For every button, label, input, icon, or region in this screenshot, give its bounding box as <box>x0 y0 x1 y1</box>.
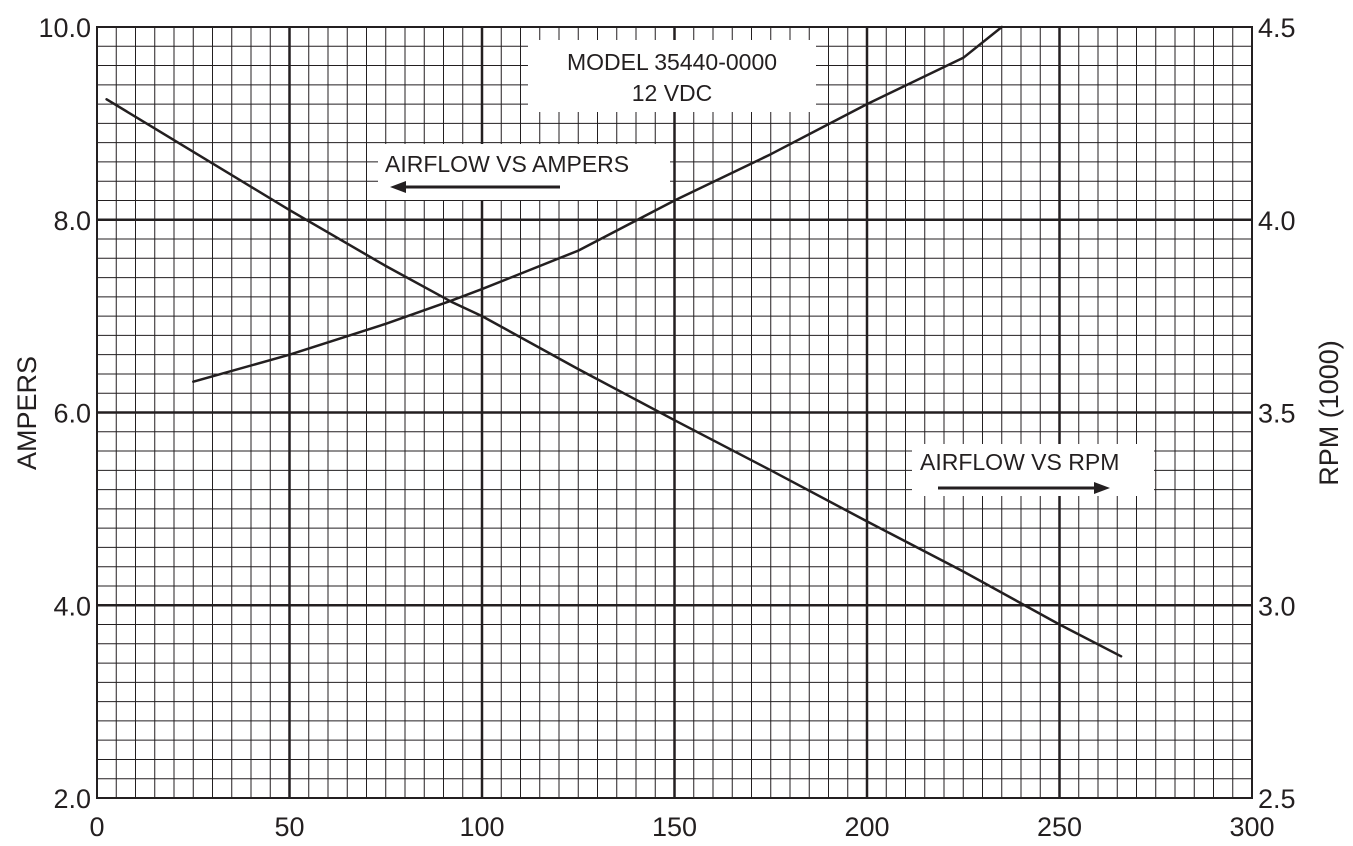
chart-title: MODEL 35440-0000 <box>567 49 777 75</box>
plot-frame <box>96 26 1253 799</box>
x-tick-label: 100 <box>459 812 504 842</box>
y-left-tick-label: 6.0 <box>53 399 91 429</box>
y-right-axis-title: RPM (1000) <box>1314 340 1344 486</box>
y-left-tick-label: 8.0 <box>53 206 91 236</box>
series-layer <box>105 25 1123 658</box>
x-tick-label: 0 <box>89 812 104 842</box>
y-right-tick-label: 3.0 <box>1258 591 1296 621</box>
series-line-ampers <box>105 98 1123 658</box>
x-tick-label: 50 <box>274 812 304 842</box>
title-background <box>528 40 816 112</box>
x-tick-labels: 0 50 100 150 200 250 300 <box>89 812 1274 842</box>
annotation-ampers-arrowhead <box>390 181 406 193</box>
x-tick-label: 150 <box>652 812 697 842</box>
y-left-axis-title: AMPERS <box>12 356 42 470</box>
y-left-tick-labels: 2.0 4.0 6.0 8.0 10.0 <box>38 13 91 814</box>
y-left-tick-label: 4.0 <box>53 591 91 621</box>
y-right-tick-label: 3.5 <box>1258 399 1296 429</box>
series-line-rpm <box>192 25 1004 383</box>
y-left-tick-label: 2.0 <box>53 784 91 814</box>
y-right-tick-label: 4.0 <box>1258 206 1296 236</box>
y-left-tick-label: 10.0 <box>38 13 91 43</box>
chart-subtitle: 12 VDC <box>632 80 713 106</box>
annotation-rpm-arrowhead <box>1094 482 1110 494</box>
y-right-tick-label: 4.5 <box>1258 13 1296 43</box>
y-right-tick-label: 2.5 <box>1258 784 1296 814</box>
x-tick-label: 300 <box>1229 812 1274 842</box>
annotation-ampers-background <box>378 144 670 200</box>
x-tick-label: 200 <box>844 812 889 842</box>
x-tick-label: 250 <box>1037 812 1082 842</box>
y-right-tick-labels: 2.5 3.0 3.5 4.0 4.5 <box>1258 13 1296 814</box>
annotation-ampers-label: AIRFLOW VS AMPERS <box>385 151 629 177</box>
annotation-rpm-label: AIRFLOW VS RPM <box>920 449 1119 475</box>
